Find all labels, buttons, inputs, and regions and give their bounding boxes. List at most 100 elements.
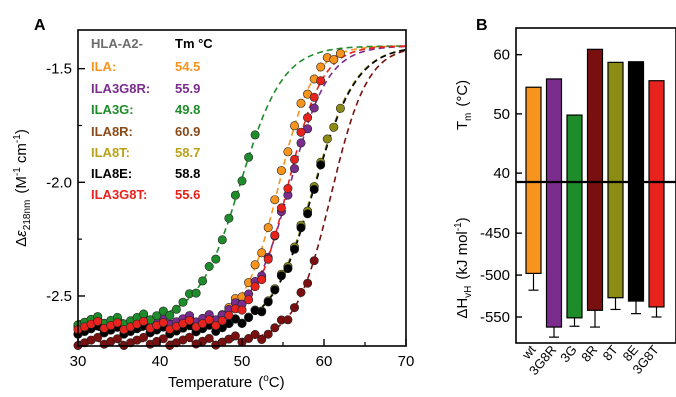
point-ila8e (283, 264, 293, 274)
point-ila (296, 98, 306, 108)
point-ila3g8t (250, 282, 260, 292)
legend-ila8t-tm: 58.7 (175, 145, 200, 160)
point-ila8r (112, 334, 122, 344)
point-ila3g8t (211, 320, 221, 330)
point-ila3g8t (263, 254, 273, 264)
point-ila3g8t (217, 316, 227, 326)
bar-8t (607, 61, 624, 299)
point-ila3g (230, 190, 240, 200)
bar-3g8r (545, 78, 563, 328)
legend-ila-name: ILA: (91, 59, 116, 74)
panel-b-ticks: 40 50 60 -450 -500 -550 (480, 47, 522, 326)
point-ila8r (204, 333, 214, 343)
point-ila3g8r (289, 164, 299, 174)
panel-b-label: B (476, 17, 488, 34)
point-ila8t (335, 103, 345, 113)
legend-ila8r-name: ILA8R: (91, 124, 133, 139)
point-ila3g8r (309, 103, 319, 113)
x-tick-label: 60 (316, 353, 333, 370)
bar-3g (566, 114, 583, 319)
legend: HLA-A2- Tm °C ILA: 54.5 ILA3G8R: 55.9 IL… (91, 36, 213, 202)
tm-tick-label: 40 (493, 165, 510, 182)
panel-a-label: A (34, 17, 46, 34)
point-ila3g (191, 288, 201, 298)
point-ila8r (309, 256, 319, 266)
point-ila8t (322, 134, 332, 144)
point-ila3g8t (158, 318, 168, 328)
point-ila3g8t (303, 113, 313, 123)
point-ila3g (178, 297, 188, 307)
legend-ila3g8t-tm: 55.6 (175, 187, 200, 202)
point-ila3g8t (276, 203, 286, 213)
bar-3g8t (648, 80, 665, 308)
point-ila (250, 260, 260, 270)
point-ila (283, 147, 293, 157)
dh-axis-title: ΔHvH(kJ mol-1) (453, 217, 474, 318)
bar-wt (525, 86, 542, 275)
point-ila3g8t (112, 318, 122, 328)
point-ila3g8t (185, 315, 195, 325)
panel-a: A 30 40 50 60 70 -1.5 -2.0 -2.5 HLA-A2- Tm °C I… (12, 17, 414, 391)
point-ila8e (276, 271, 286, 281)
point-ila8e (237, 318, 247, 328)
point-ila (263, 223, 273, 233)
point-ila3g8t (93, 316, 103, 326)
point-ila3g8t (270, 230, 280, 240)
point-ila8r (139, 332, 149, 342)
point-ila3g8t (237, 305, 247, 315)
point-ila3g (244, 152, 254, 162)
point-ila3g8t (204, 315, 214, 325)
point-ila (329, 55, 339, 65)
x-tick-label: 30 (70, 353, 87, 370)
dh-tick-label: -450 (480, 225, 510, 242)
point-ila (276, 166, 286, 176)
x-tick-label: 70 (398, 353, 415, 370)
point-ila3g8t (257, 275, 267, 285)
legend-ila8e-tm: 58.8 (175, 166, 200, 181)
bar-8r (586, 48, 604, 311)
point-ila3g (211, 254, 221, 264)
point-ila3g (171, 304, 181, 314)
point-ila8e (316, 160, 326, 170)
y-tick-label: -2.5 (46, 288, 72, 305)
point-ila8e (244, 313, 254, 323)
tm-tick-label: 60 (493, 47, 510, 64)
point-ila8r (270, 323, 280, 333)
point-ila (335, 48, 345, 58)
legend-ila8t-name: ILA8T: (91, 145, 130, 160)
point-ila8r (263, 329, 273, 339)
point-ila8r (289, 303, 299, 313)
bars (525, 48, 665, 328)
point-ila8e (303, 209, 313, 219)
point-ila3g (224, 213, 234, 223)
point-ila (289, 121, 299, 131)
point-ila8r (250, 329, 260, 339)
tm-axis-title: Tm(°C) (454, 80, 474, 130)
legend-ila3g8t-name: ILA3G8T: (91, 187, 147, 202)
point-ila3g (158, 306, 168, 316)
dh-tick-label: -500 (480, 267, 510, 284)
legend-ila3g8r-tm: 55.9 (175, 81, 200, 96)
y-tick-label: -2.0 (46, 174, 72, 191)
point-ila (270, 195, 280, 205)
point-ila8e (270, 285, 280, 295)
y-tick-label: -1.5 (46, 61, 72, 78)
point-ila8r (244, 333, 254, 343)
dh-tick-label: -550 (480, 309, 510, 326)
x-tick-label: 40 (152, 353, 169, 370)
point-ila3g (237, 176, 247, 186)
point-ila3g8r (296, 138, 306, 148)
point-ila (257, 248, 267, 258)
point-ila (316, 62, 326, 72)
point-ila3g (198, 276, 208, 286)
point-ila8r (257, 334, 267, 344)
legend-ila3g8r-name: ILA3G8R: (91, 81, 150, 96)
x-tick-label: 50 (234, 353, 251, 370)
point-ila3g (165, 310, 175, 320)
panel-b-frame (515, 27, 676, 344)
point-ila8r (185, 332, 195, 342)
legend-ila3g-name: ILA3G: (91, 102, 134, 117)
point-ila8r (303, 278, 313, 288)
